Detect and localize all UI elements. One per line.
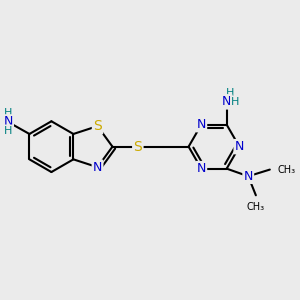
Text: N: N	[196, 118, 206, 131]
Text: N: N	[244, 170, 253, 183]
Text: N: N	[196, 162, 206, 175]
Text: N: N	[3, 116, 13, 128]
Text: CH₃: CH₃	[278, 165, 296, 175]
Text: N: N	[235, 140, 244, 153]
Text: S: S	[134, 140, 142, 154]
Text: N: N	[93, 161, 102, 174]
Text: H: H	[226, 88, 234, 98]
Text: S: S	[93, 119, 102, 133]
Text: N: N	[222, 95, 231, 108]
Text: H: H	[4, 126, 12, 136]
Text: H: H	[231, 97, 239, 107]
Text: CH₃: CH₃	[247, 202, 265, 212]
Text: H: H	[4, 108, 12, 118]
